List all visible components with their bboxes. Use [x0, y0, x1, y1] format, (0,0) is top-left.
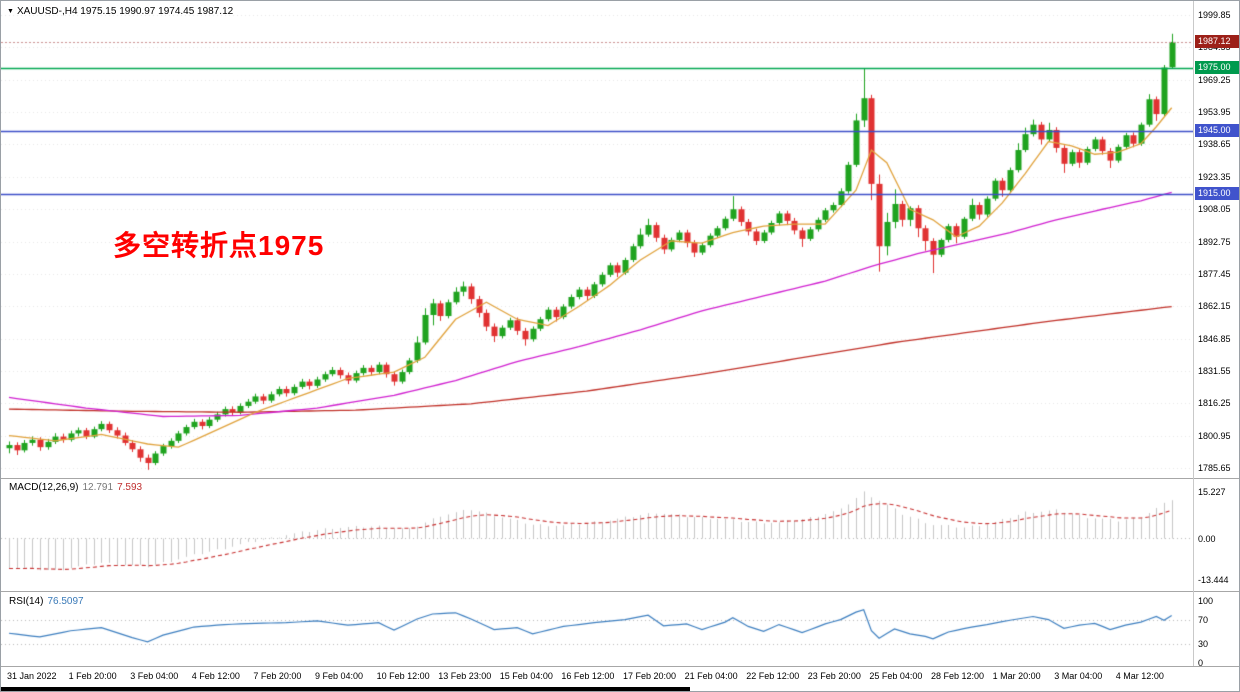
time-label: 25 Feb 04:00 — [869, 671, 923, 681]
rsi-label: RSI(14) 76.5097 — [9, 596, 84, 607]
bottom-black-bar — [1, 687, 690, 691]
time-label: 1 Feb 20:00 — [68, 671, 117, 681]
rsi-value: 76.5097 — [47, 596, 84, 607]
time-label: 4 Mar 12:00 — [1115, 671, 1164, 681]
panel-separator-timeaxis[interactable] — [1, 666, 1239, 667]
price-tag-current: 1987.12 — [1195, 35, 1239, 48]
rsi-axis-label: 30 — [1198, 639, 1209, 649]
macd-axis-label: -13.444 — [1198, 575, 1229, 585]
rsi-axis-label: 70 — [1198, 615, 1209, 625]
price-axis-divider — [1193, 1, 1194, 666]
time-label: 3 Mar 04:00 — [1054, 671, 1103, 681]
price-axis-label: 1831.55 — [1198, 366, 1231, 376]
macd-name: MACD(12,26,9) — [9, 482, 79, 493]
price-axis-label: 1938.65 — [1198, 139, 1231, 149]
time-label: 16 Feb 12:00 — [561, 671, 615, 681]
time-label: 1 Mar 20:00 — [992, 671, 1041, 681]
price-axis-label: 1923.35 — [1198, 172, 1231, 182]
macd-axis-label: 15.227 — [1198, 487, 1226, 497]
title-triangle-icon: ▼ — [7, 8, 14, 15]
price-tag-hline-1915: 1915.00 — [1195, 187, 1239, 200]
chart-title: ▼ XAUUSD-,H4 1975.15 1990.97 1974.45 1987… — [7, 6, 233, 17]
time-label: 17 Feb 20:00 — [623, 671, 677, 681]
price-axis-label: 1785.65 — [1198, 463, 1231, 473]
time-label: 7 Feb 20:00 — [253, 671, 302, 681]
rsi-name: RSI(14) — [9, 596, 44, 607]
price-axis-label: 1862.15 — [1198, 301, 1231, 311]
time-label: 31 Jan 2022 — [7, 671, 57, 681]
time-label: 13 Feb 23:00 — [438, 671, 492, 681]
price-axis-label: 1816.25 — [1198, 398, 1231, 408]
price-axis[interactable]: 1999.851984.551969.251953.951938.651923.… — [1, 1, 1239, 668]
price-axis-label: 1969.25 — [1198, 75, 1231, 85]
macd-indicator-canvas[interactable] — [1, 479, 1193, 590]
price-tag-hline-1975: 1975.00 — [1195, 61, 1239, 74]
price-axis-label: 1846.85 — [1198, 334, 1231, 344]
price-axis-label: 1953.95 — [1198, 107, 1231, 117]
macd-signal-value: 7.593 — [117, 482, 143, 493]
time-label: 22 Feb 12:00 — [746, 671, 800, 681]
rsi-indicator-canvas[interactable] — [1, 593, 1193, 665]
time-label: 21 Feb 04:00 — [684, 671, 738, 681]
time-label: 10 Feb 12:00 — [376, 671, 430, 681]
price-axis-label: 1877.45 — [1198, 269, 1231, 279]
main-chart-canvas[interactable] — [1, 1, 1193, 477]
time-label: 4 Feb 12:00 — [191, 671, 240, 681]
rsi-axis-label: 0 — [1198, 658, 1204, 668]
macd-axis-label: 0.00 — [1198, 534, 1216, 544]
rsi-axis-label: 100 — [1198, 596, 1214, 606]
chart-title-text: XAUUSD-,H4 1975.15 1990.97 1974.45 1987.… — [16, 6, 234, 17]
macd-main-value: 12.791 — [82, 482, 114, 493]
time-axis[interactable]: 31 Jan 2022 1 Feb 20:00 3 Feb 04:00 4 Feb 1… — [1, 667, 1193, 687]
price-axis-label: 1908.05 — [1198, 204, 1231, 214]
macd-label: MACD(12,26,9) 12.791 7.593 — [9, 482, 142, 493]
time-label: 3 Feb 04:00 — [130, 671, 179, 681]
price-axis-label: 1892.75 — [1198, 237, 1231, 247]
time-label: 23 Feb 20:00 — [807, 671, 861, 681]
price-tag-hline-1945: 1945.00 — [1195, 124, 1239, 137]
time-label: 28 Feb 12:00 — [931, 671, 985, 681]
price-axis-label: 1800.95 — [1198, 431, 1231, 441]
annotation-text[interactable]: 多空转折点1975 — [113, 230, 325, 261]
price-axis-label: 1999.85 — [1198, 10, 1231, 20]
panel-separator-rsi[interactable] — [1, 591, 1239, 592]
panel-separator-macd[interactable] — [1, 478, 1239, 479]
time-label: 9 Feb 04:00 — [315, 671, 364, 681]
time-label: 15 Feb 04:00 — [499, 671, 553, 681]
